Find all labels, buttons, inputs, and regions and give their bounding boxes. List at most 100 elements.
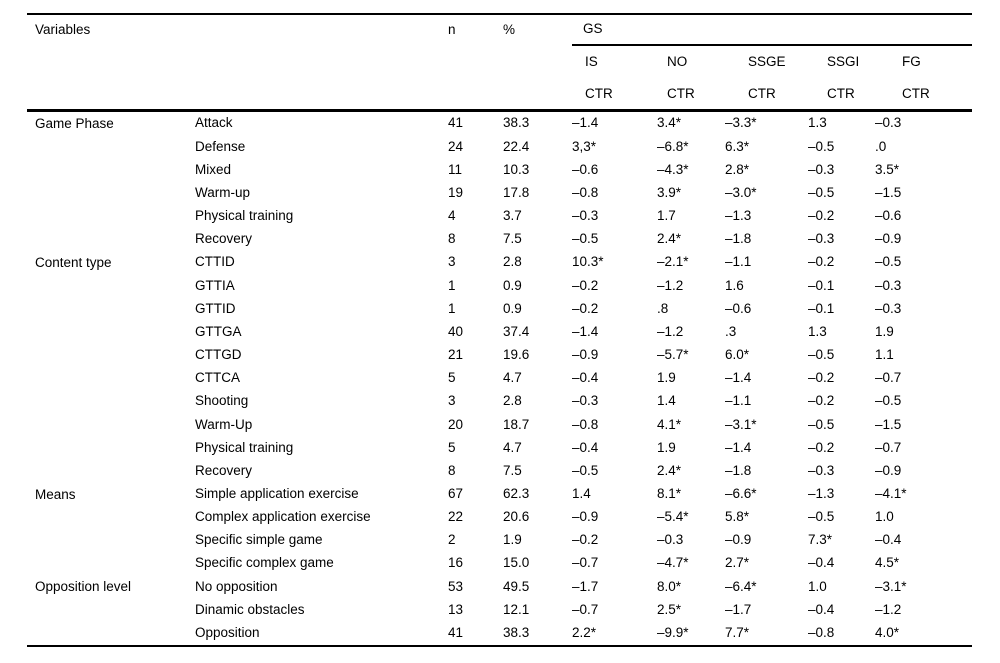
n-cell: 19 (448, 184, 464, 200)
ctr-cell-no: 8.1* (657, 485, 682, 501)
percent-cell: 10.3 (503, 161, 530, 177)
category-cell: CTTGD (195, 347, 242, 363)
ctr-cell-fg: 4.0* (875, 624, 900, 640)
percent-cell: 62.3 (503, 485, 530, 501)
n-cell: 21 (448, 347, 464, 363)
category-cell: CTTID (195, 254, 235, 270)
ctr-cell-no: –1.2 (657, 323, 684, 339)
ctr-cell-is: –0.6 (572, 161, 599, 177)
ctr-cell-no: 3.4* (657, 115, 682, 131)
ctr-cell-is: –0.2 (572, 277, 599, 293)
ctr-cell-is: –1.7 (572, 578, 599, 594)
ctr-cell-is: –0.8 (572, 184, 599, 200)
ctr-cell-no: –0.3 (657, 532, 684, 548)
header-sub-is: IS (585, 54, 598, 70)
n-cell: 53 (448, 578, 464, 594)
ctr-cell-fg: –0.7 (875, 370, 902, 386)
category-cell: GTTID (195, 300, 236, 316)
ctr-cell-is: –0.8 (572, 416, 599, 432)
n-cell: 8 (448, 231, 456, 247)
table-row: Defense 24 22.4 3,3* –6.8* 6.3* –0.5 .0 (27, 135, 972, 158)
ctr-cell-ssgi: –0.5 (808, 509, 835, 525)
percent-cell: 22.4 (503, 138, 530, 154)
ctr-cell-ssgi: –0.1 (808, 277, 835, 293)
header-n: n (448, 21, 456, 37)
ctr-cell-ssgi: –0.3 (808, 462, 835, 478)
category-cell: Specific simple game (195, 532, 323, 548)
ctr-cell-is: –1.4 (572, 323, 599, 339)
table-row: Physical training 5 4.7 –0.4 1.9 –1.4 –0.2 –0.7 (27, 436, 972, 459)
header-row-1: Variables n % GS (27, 14, 973, 46)
ctr-cell-ssgi: –0.2 (808, 254, 835, 270)
results-table: Variables n % GS IS NO SSGE SSGI FG CTR … (27, 13, 973, 647)
ctr-cell-is: –0.2 (572, 532, 599, 548)
ctr-cell-is: –0.5 (572, 462, 599, 478)
category-cell: Mixed (195, 161, 232, 177)
ctr-cell-is: –0.9 (572, 347, 599, 363)
table-row: Warm-Up 20 18.7 –0.8 4.1* –3.1* –0.5 –1.5 (27, 413, 972, 436)
ctr-cell-ssgi: –0.1 (808, 300, 835, 316)
header-sub-ssgi: SSGI (827, 54, 860, 70)
ctr-cell-is: –0.4 (572, 370, 599, 386)
ctr-cell-ssgi: –0.8 (808, 624, 835, 640)
ctr-cell-ssgi: –0.2 (808, 208, 835, 224)
ctr-cell-no: –4.3* (657, 161, 689, 177)
n-cell: 11 (448, 161, 463, 177)
ctr-cell-ssgi: –0.3 (808, 231, 835, 247)
category-cell: Physical training (195, 208, 294, 224)
table-row: Means Simple application exercise 67 62.3 1.… (27, 483, 972, 506)
ctr-cell-fg: –0.9 (875, 231, 902, 247)
ctr-cell-fg: –0.6 (875, 208, 902, 224)
percent-cell: 20.6 (503, 509, 530, 525)
ctr-cell-is: –0.3 (572, 208, 599, 224)
header-spacer (27, 79, 572, 112)
ctr-cell-ssgi: –0.2 (808, 370, 835, 386)
ctr-cell-ssgi: –0.4 (808, 601, 835, 617)
group-label: Content type (35, 254, 112, 270)
ctr-cell-no: 3.9* (657, 184, 682, 200)
ctr-cell-fg: –1.2 (875, 601, 902, 617)
table-row: Physical training 4 3.7 –0.3 1.7 –1.3 –0.2 –0.6 (27, 205, 972, 228)
ctr-cell-ssgi: 1.3 (808, 115, 827, 131)
ctr-cell-ssgi: 1.0 (808, 578, 827, 594)
n-cell: 3 (448, 393, 456, 409)
n-cell: 67 (448, 485, 464, 501)
ctr-cell-no: –4.7* (657, 555, 689, 571)
ctr-cell-ssge: .3 (725, 323, 737, 339)
category-cell: Warm-up (195, 184, 251, 200)
header-variables: Variables (35, 21, 91, 37)
ctr-cell-is: 2.2* (572, 624, 597, 640)
table-body: Game Phase Attack 41 38.3 –1.4 3.4* –3.3* 1.3 –0… (27, 111, 972, 646)
ctr-cell-ssgi: –0.5 (808, 184, 835, 200)
category-cell: Dinamic obstacles (195, 601, 305, 617)
table-row: Opposition 41 38.3 2.2* –9.9* 7.7* –0.8 4.0* (27, 621, 972, 645)
n-cell: 1 (448, 300, 456, 316)
ctr-cell-fg: –4.1* (875, 485, 907, 501)
results-table-container: Variables n % GS IS NO SSGE SSGI FG CTR … (27, 13, 973, 647)
percent-cell: 12.1 (503, 601, 530, 617)
n-cell: 5 (448, 370, 456, 386)
percent-cell: 49.5 (503, 578, 530, 594)
ctr-cell-is: –0.7 (572, 555, 599, 571)
percent-cell: 37.4 (503, 323, 530, 339)
category-cell: Simple application exercise (195, 485, 359, 501)
ctr-cell-no: 8.0* (657, 578, 682, 594)
ctr-cell-fg: –1.5 (875, 184, 902, 200)
table-row: Complex application exercise 22 20.6 –0.9 –5… (27, 506, 972, 529)
percent-cell: 18.7 (503, 416, 530, 432)
ctr-cell-no: –1.2 (657, 277, 684, 293)
ctr-cell-ssge: –6.6* (725, 485, 757, 501)
category-cell: Specific complex game (195, 555, 334, 571)
percent-cell: 17.8 (503, 184, 530, 200)
table-row: Warm-up 19 17.8 –0.8 3.9* –3.0* –0.5 –1.5 (27, 181, 972, 204)
ctr-cell-ssge: 6.3* (725, 138, 750, 154)
group-label: Opposition level (35, 579, 132, 595)
ctr-cell-fg: .0 (875, 138, 887, 154)
ctr-cell-fg: 3.5* (875, 161, 900, 177)
ctr-cell-fg: 1.9 (875, 323, 894, 339)
ctr-cell-fg: –0.4 (875, 532, 902, 548)
category-cell: CTTCA (195, 370, 240, 386)
ctr-cell-is: –0.9 (572, 509, 599, 525)
table-row: Specific complex game 16 15.0 –0.7 –4.7* 2.7*… (27, 552, 972, 575)
percent-cell: 0.9 (503, 300, 522, 316)
